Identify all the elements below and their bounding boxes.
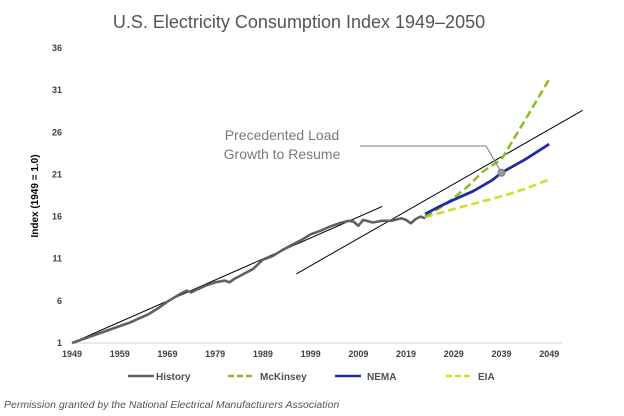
y-tick-label: 26 xyxy=(52,127,62,137)
annotation-point xyxy=(497,168,506,177)
annotation-line-2: Growth to Resume xyxy=(224,146,341,162)
annotation-leader xyxy=(360,145,502,173)
chart-title: U.S. Electricity Consumption Index 1949–… xyxy=(113,12,485,32)
annotation: Precedented Load Growth to Resume xyxy=(224,127,506,177)
x-tick-label: 1979 xyxy=(205,349,225,359)
x-tick-label: 2039 xyxy=(491,349,511,359)
x-tick-label: 1949 xyxy=(62,349,82,359)
series-lines xyxy=(71,78,551,345)
x-tick-label: 1959 xyxy=(110,349,130,359)
x-axis-ticks: 1949 1959 1969 1979 1989 1999 2009 2019 2029 2039… xyxy=(62,349,559,359)
series-line-history xyxy=(71,215,426,345)
legend-label-history: History xyxy=(156,372,191,383)
trend-line xyxy=(71,205,383,344)
y-tick-label: 21 xyxy=(52,169,62,179)
series-line-nema xyxy=(424,142,550,216)
annotation-line-1: Precedented Load xyxy=(225,127,339,143)
legend-label-nema: NEMA xyxy=(367,372,396,383)
x-tick-label: 1969 xyxy=(157,349,177,359)
y-tick-label: 11 xyxy=(52,254,62,264)
y-tick-label: 1 xyxy=(57,338,62,348)
legend-label-mckinsey: McKinsey xyxy=(260,372,307,383)
x-tick-label: 2019 xyxy=(396,349,416,359)
x-tick-label: 1989 xyxy=(253,349,273,359)
legend-label-eia: EIA xyxy=(478,372,495,383)
x-tick-label: 1999 xyxy=(301,349,321,359)
trend-line xyxy=(296,109,583,275)
trend-lines xyxy=(71,109,583,344)
footnote: Permission granted by the National Elect… xyxy=(4,399,340,411)
y-tick-label: 16 xyxy=(52,212,62,222)
y-axis-label: Index (1949 = 1.0) xyxy=(30,154,41,237)
y-tick-label: 31 xyxy=(52,85,62,95)
y-axis-label-group: Index (1949 = 1.0) xyxy=(30,154,41,237)
x-tick-label: 2009 xyxy=(348,349,368,359)
x-tick-label: 2029 xyxy=(444,349,464,359)
x-tick-label: 2049 xyxy=(539,349,559,359)
y-tick-label: 36 xyxy=(52,43,62,53)
y-tick-label: 6 xyxy=(57,296,62,306)
series-line-eia xyxy=(424,178,550,219)
legend: History McKinsey NEMA EIA xyxy=(128,372,495,383)
